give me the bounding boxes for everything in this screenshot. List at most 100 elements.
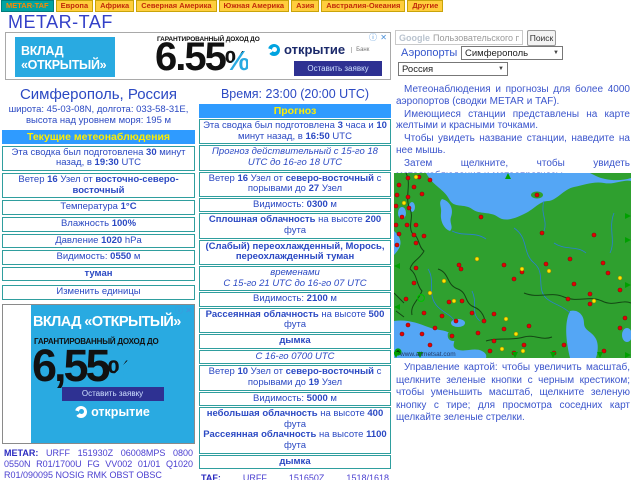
station-dot[interactable] [394, 192, 400, 198]
map-nav-arrow[interactable] [625, 352, 631, 358]
nav-tab[interactable]: Северная Америка [136, 0, 217, 12]
station-dot[interactable] [501, 326, 507, 332]
station-dot[interactable] [411, 184, 417, 190]
station-dot[interactable] [399, 331, 405, 337]
station-dot[interactable] [405, 175, 411, 181]
station-dot[interactable] [396, 182, 402, 188]
station-dot[interactable] [421, 310, 427, 316]
station-dot[interactable] [421, 233, 427, 239]
station-dot[interactable] [439, 313, 445, 319]
station-dot[interactable] [449, 333, 455, 339]
station-dot[interactable] [459, 298, 465, 304]
station-dot[interactable] [571, 281, 577, 287]
ad-info-icon[interactable]: ⓘ [369, 33, 377, 42]
station-dot[interactable] [567, 256, 573, 262]
station-dot[interactable] [427, 177, 433, 183]
nav-tab[interactable]: Австралия-Океания [321, 0, 406, 12]
nav-tab-home[interactable]: METAR-TAF [1, 0, 54, 12]
station-dot[interactable] [491, 311, 497, 317]
station-dot[interactable] [521, 342, 527, 348]
station-dot[interactable] [481, 318, 487, 324]
station-dot[interactable] [520, 348, 526, 354]
ad-info-icon[interactable]: ⓘ [175, 306, 183, 316]
station-dot[interactable] [404, 222, 410, 228]
station-dot[interactable] [458, 266, 464, 272]
station-dot[interactable] [446, 299, 452, 305]
ad-cta-button[interactable]: Оставить заявку [61, 386, 164, 401]
station-dot[interactable] [432, 325, 438, 331]
station-dot[interactable] [393, 203, 399, 209]
station-dot[interactable] [413, 174, 419, 180]
change-units-link[interactable]: Изменить единицы [2, 285, 195, 301]
station-dot[interactable] [617, 275, 623, 281]
station-dot[interactable] [411, 280, 417, 286]
station-dot[interactable] [513, 331, 519, 337]
ad-close-icon[interactable]: ✕ [380, 33, 387, 42]
map-nav-arrow[interactable] [417, 352, 423, 358]
nav-tab[interactable]: Азия [291, 0, 320, 12]
nav-tab[interactable]: Южная Америка [218, 0, 290, 12]
airport-select[interactable]: Симферополь ▼ [461, 46, 563, 60]
search-button[interactable]: Поиск [527, 30, 556, 46]
station-dot[interactable] [591, 298, 597, 304]
map-nav-arrow[interactable] [597, 352, 603, 358]
station-dot[interactable] [617, 287, 623, 293]
station-dot[interactable] [491, 338, 497, 344]
station-dot[interactable] [419, 331, 425, 337]
station-dot[interactable] [617, 325, 623, 331]
station-dot[interactable] [526, 323, 532, 329]
station-dot[interactable] [453, 318, 459, 324]
station-dot[interactable] [474, 256, 480, 262]
nav-tab[interactable]: Другие [407, 0, 444, 12]
station-dot[interactable] [405, 194, 411, 200]
station-dot[interactable] [546, 268, 552, 274]
station-dot[interactable] [605, 270, 611, 276]
station-dot[interactable] [487, 348, 493, 354]
station-dot[interactable] [561, 342, 567, 348]
station-dot[interactable] [427, 290, 433, 296]
station-dot[interactable] [511, 276, 517, 282]
station-dot[interactable] [519, 266, 525, 272]
selected-station-ring[interactable] [417, 293, 426, 302]
page-title[interactable]: METAR-TAF [8, 12, 113, 32]
map-nav-arrow[interactable] [625, 237, 631, 243]
ad-close-icon[interactable]: ✕ [185, 306, 192, 316]
station-dot[interactable] [393, 222, 399, 228]
ad-cta-button[interactable]: Оставить заявку [294, 61, 382, 76]
nav-tab[interactable]: Европа [55, 0, 94, 12]
station-dot[interactable] [587, 291, 593, 297]
station-dot[interactable] [475, 330, 481, 336]
station-dot[interactable] [413, 265, 419, 271]
station-dot[interactable] [441, 278, 447, 284]
top-banner-ad[interactable]: ВКЛАД «ОТКРЫТЫЙ» ГАРАНТИРОВАННЫЙ ДОХОД Д… [5, 32, 391, 80]
station-dot[interactable] [499, 346, 505, 352]
nav-tab[interactable]: Африка [95, 0, 135, 12]
station-dot[interactable] [401, 200, 407, 206]
station-dot[interactable] [469, 310, 475, 316]
station-dot[interactable] [501, 262, 507, 268]
station-dot[interactable] [405, 322, 411, 328]
map-nav-arrow[interactable] [393, 352, 399, 358]
square-ad[interactable]: ВКЛАД «ОТКРЫТЫЙ» ГАРАНТИРОВАННЫЙ ДОХОД Д… [2, 304, 195, 445]
station-dot[interactable] [394, 242, 400, 248]
map-nav-arrow[interactable] [625, 282, 631, 288]
station-dot[interactable] [406, 205, 412, 211]
search-input[interactable]: Google Пользовательского поиска [395, 30, 523, 45]
station-dot[interactable] [600, 260, 606, 266]
station-dot[interactable] [451, 298, 457, 304]
station-dot[interactable] [413, 240, 419, 246]
station-dot[interactable] [413, 222, 419, 228]
stations-map[interactable]: www.allmetsat.com [393, 172, 632, 358]
station-dot[interactable] [396, 231, 402, 237]
map-nav-arrow[interactable] [625, 213, 631, 219]
map-nav-arrow[interactable] [505, 173, 511, 179]
station-dot[interactable] [543, 261, 549, 267]
map-nav-arrow[interactable] [550, 352, 556, 358]
station-dot[interactable] [587, 301, 593, 307]
station-dot[interactable] [539, 230, 545, 236]
station-dot[interactable] [622, 315, 628, 321]
station-dot[interactable] [403, 296, 409, 302]
map-nav-arrow[interactable] [512, 352, 518, 358]
station-dot[interactable] [591, 232, 597, 238]
map-nav-arrow[interactable] [394, 304, 400, 310]
